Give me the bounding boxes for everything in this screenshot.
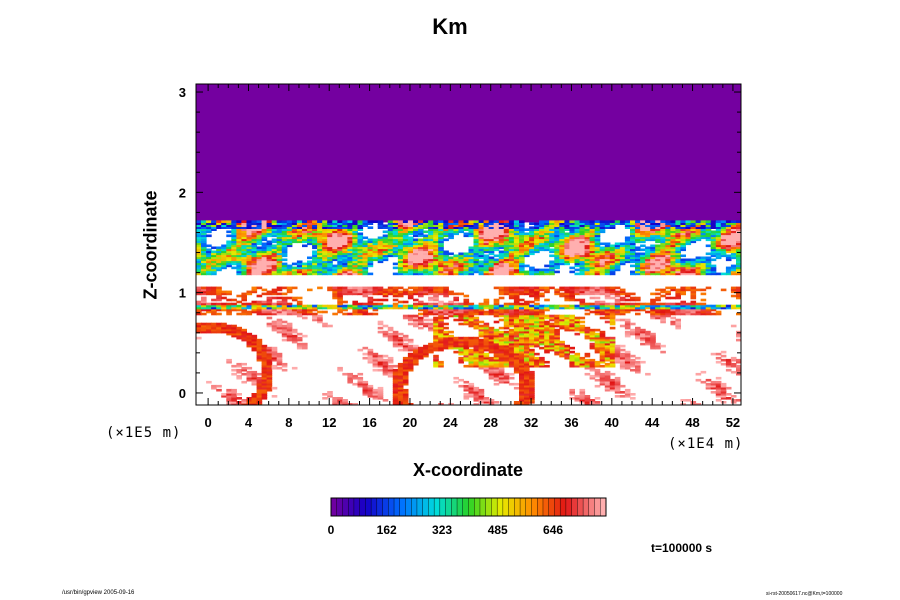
colorbar-swatch: [439, 497, 447, 517]
colorbar-tick-label: 162: [377, 523, 397, 537]
colorbar-swatch: [491, 497, 498, 517]
colorbar-swatch: [359, 497, 366, 517]
colorbar-tick-label: 485: [488, 523, 508, 537]
colorbar-swatch: [330, 497, 338, 517]
colorbar-swatch: [347, 497, 355, 517]
colorbar-swatch: [582, 497, 590, 517]
x-tick-label: 36: [564, 415, 578, 430]
colorbar-swatch: [468, 497, 475, 517]
x-tick-label: 20: [403, 415, 417, 430]
colorbar-swatch: [531, 497, 538, 517]
colorbar-swatch: [462, 497, 469, 517]
colorbar-swatch: [519, 497, 527, 517]
x-tick-label: 0: [204, 415, 211, 430]
x-tick-label: 12: [322, 415, 336, 430]
plot-frame: [195, 83, 742, 406]
colorbar-swatch: [548, 497, 555, 517]
colorbar-tick-label: 646: [543, 523, 563, 537]
colorbar-swatch: [376, 497, 384, 517]
colorbar-swatch: [502, 497, 510, 517]
colorbar-swatch: [422, 497, 429, 517]
colorbar-swatch: [428, 497, 435, 517]
x-tick-label: 24: [443, 415, 458, 430]
x-tick-label: 28: [483, 415, 497, 430]
colorbar-swatch: [571, 497, 578, 517]
colorbar-swatch: [342, 497, 349, 517]
colorbar-tick-label: 0: [328, 523, 335, 537]
colorbar-swatch: [525, 497, 533, 517]
colorbar-swatch: [554, 497, 561, 517]
colorbar-swatch: [588, 497, 596, 517]
y-tick-label: 0: [179, 386, 186, 401]
colorbar-swatch: [336, 497, 343, 517]
y-scale-label: (×1E5 m): [106, 425, 182, 441]
x-axis-label: X-coordinate: [412, 460, 524, 480]
y-axis-label: Z-coordinate: [140, 190, 161, 300]
y-tick-label: 2: [179, 185, 186, 200]
x-tick-label: 32: [524, 415, 538, 430]
colorbar-swatch: [565, 497, 573, 517]
colorbar-swatch: [594, 497, 601, 517]
colorbar-swatch: [399, 497, 406, 517]
colorbar-swatch: [542, 497, 550, 517]
colorbar: 0 162 323 485 646: [328, 497, 607, 537]
colorbar-swatch: [600, 497, 607, 517]
x-tick-label: 40: [605, 415, 619, 430]
colorbar-swatch: [405, 497, 412, 517]
colorbar-swatch: [382, 497, 389, 517]
colorbar-frame: [330, 497, 607, 517]
colorbar-swatch: [411, 497, 418, 517]
colorbar-swatch: [353, 497, 361, 517]
colorbar-swatch: [474, 497, 481, 517]
colorbar-swatch: [365, 497, 372, 517]
colorbar-swatch: [514, 497, 521, 517]
colorbar-swatch: [577, 497, 584, 517]
colorbar-swatch: [433, 497, 441, 517]
heatmap-field: [196, 84, 741, 405]
colorbar-swatch: [559, 497, 567, 517]
chart-title: Km: [432, 14, 468, 39]
x-scale-label: (×1E4 m): [668, 436, 744, 452]
time-label: t=100000 s: [651, 541, 713, 555]
colorbar-swatch: [388, 497, 395, 517]
colorbar-swatch: [479, 497, 487, 517]
x-tick-label: 8: [285, 415, 292, 430]
colorbar-swatch: [537, 497, 544, 517]
colorbar-swatch: [485, 497, 492, 517]
x-tick-label: 52: [726, 415, 740, 430]
colorbar-swatch: [416, 497, 424, 517]
colorbar-swatch: [370, 497, 378, 517]
colorbar-swatch: [496, 497, 504, 517]
y-axis: 0 1 2 3: [179, 85, 741, 401]
y-tick-label: 1: [179, 286, 186, 301]
colorbar-tick-label: 323: [432, 523, 452, 537]
footer-right: si-rst-20050617.nc@Km,t=100000: [766, 591, 843, 597]
colorbar-swatch: [451, 497, 458, 517]
x-axis: 0 4 8 12 16 20 24 28 32 36 40 44 48 52: [204, 84, 740, 430]
footer-left: /usr/bin/gpview 2005-09-16: [62, 590, 135, 596]
colorbar-swatch: [508, 497, 515, 517]
colorbar-swatch: [393, 497, 401, 517]
y-tick-label: 3: [179, 85, 186, 100]
x-tick-label: 4: [245, 415, 253, 430]
colorbar-swatch: [456, 497, 464, 517]
x-tick-label: 44: [645, 415, 660, 430]
colorbar-swatch: [445, 497, 452, 517]
x-tick-label: 16: [362, 415, 376, 430]
x-tick-label: 48: [685, 415, 699, 430]
